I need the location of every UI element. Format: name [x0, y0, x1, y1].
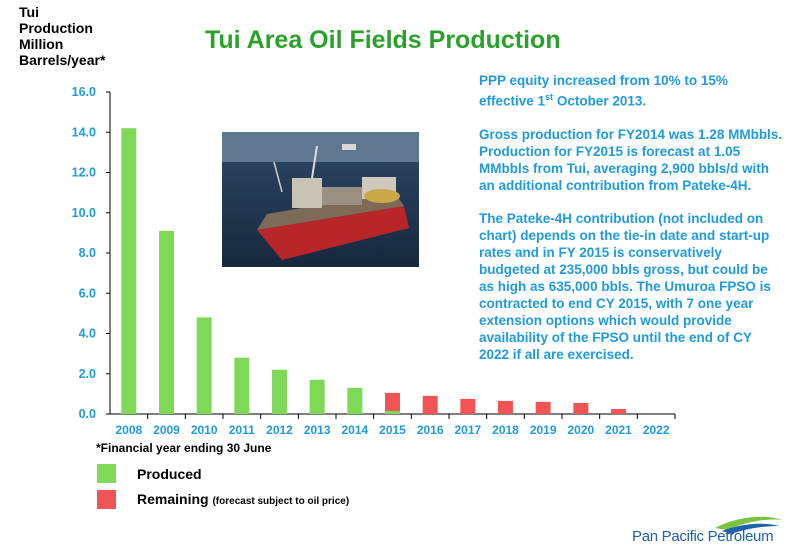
bar-remaining [460, 398, 476, 414]
note-equity-text: PPP equity increased from 10% to 15% eff… [479, 73, 728, 109]
bar-produced [196, 317, 212, 414]
y-tick-label: 12.0 [72, 166, 96, 180]
bar-remaining [535, 401, 551, 414]
bar-produced [385, 410, 400, 414]
y-tick-label: 2.0 [79, 367, 96, 381]
note-equity-text-end: October 2013. [553, 93, 647, 109]
legend-remaining-note: (forecast subject to oil price) [212, 496, 350, 507]
bar-produced [347, 387, 363, 414]
x-tick-label: 2022 [643, 423, 670, 437]
footnote: *Financial year ending 30 June [96, 441, 272, 455]
x-tick-label: 2016 [417, 423, 444, 437]
x-tick-label: 2017 [454, 423, 481, 437]
legend-label-remaining: Remaining (forecast subject to oil price… [137, 491, 349, 507]
y-axis-title-line: Million [19, 36, 64, 52]
bar-produced [272, 369, 287, 414]
notes-panel: PPP equity increased from 10% to 15% eff… [479, 72, 784, 379]
y-axis-title-line: Tui [19, 4, 39, 20]
chart-title: Tui Area Oil Fields Production [205, 26, 561, 54]
logo-text: Pan Pacific Petroleum [632, 528, 774, 545]
bar-remaining [573, 402, 589, 414]
legend-remaining-text: Remaining [137, 491, 209, 507]
bar-produced [309, 379, 325, 414]
x-tick-label: 2015 [379, 423, 406, 437]
note-equity-superscript: st [545, 92, 554, 102]
x-tick-label: 2020 [567, 423, 594, 437]
bar-remaining [385, 392, 400, 411]
company-logo: Pan Pacific Petroleum [627, 514, 787, 546]
y-tick-label: 6.0 [79, 286, 96, 300]
y-tick-label: 4.0 [79, 327, 96, 341]
x-tick-label: 2021 [605, 423, 632, 437]
bar-produced [121, 128, 137, 414]
fpso-vessel-photo [222, 132, 419, 267]
bar-remaining [498, 400, 513, 414]
x-tick-label: 2019 [530, 423, 557, 437]
x-tick-label: 2014 [341, 423, 368, 437]
x-tick-label: 2009 [153, 423, 180, 437]
x-tick-label: 2018 [492, 423, 519, 437]
bar-remaining [611, 408, 626, 414]
legend-label-produced: Produced [137, 466, 202, 482]
swoosh-icon [715, 516, 782, 534]
x-tick-label: 2012 [266, 423, 293, 437]
note-pateke: The Pateke-4H contribution (not included… [479, 210, 771, 362]
y-axis-title-line: Barrels/year* [19, 52, 106, 68]
x-tick-label: 2008 [115, 423, 142, 437]
y-axis-title-line: Production [19, 20, 93, 36]
x-tick-label: 2011 [229, 423, 255, 437]
note-production: Gross production for FY2014 was 1.28 MMb… [479, 126, 783, 193]
y-tick-label: 8.0 [79, 246, 96, 260]
note-equity: PPP equity increased from 10% to 15% eff… [479, 72, 784, 110]
y-tick-label: 0.0 [79, 407, 96, 421]
y-tick-label: 14.0 [72, 125, 96, 139]
x-tick-label: 2010 [191, 423, 218, 437]
bar-produced [234, 357, 250, 414]
legend-swatch-remaining [97, 490, 116, 509]
y-tick-label: 16.0 [72, 85, 96, 99]
x-tick-label: 2013 [304, 423, 331, 437]
y-tick-label: 10.0 [72, 206, 96, 220]
y-axis-title: Tui Production Million Barrels/year* [19, 4, 105, 68]
bar-produced [159, 230, 174, 414]
legend-swatch-produced [97, 464, 116, 483]
bar-remaining [422, 395, 438, 414]
